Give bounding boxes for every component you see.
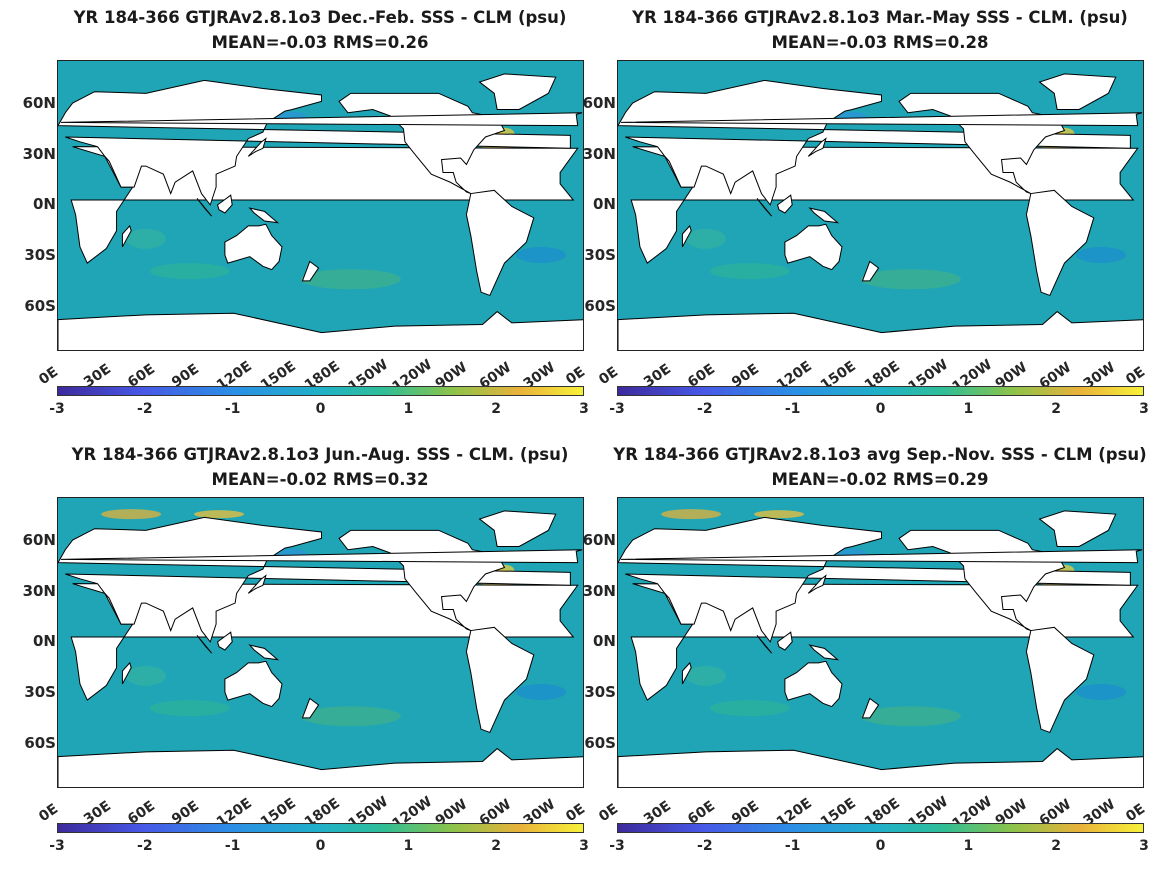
panel-stats: MEAN=-0.02 RMS=0.32 [211,470,429,489]
colorbar-tick: -2 [137,401,153,417]
lat-label: 30N [582,582,616,600]
lat-label: 0N [593,195,616,213]
lat-label: 60S [584,734,616,752]
colorbar-tick: 3 [1139,838,1149,854]
panel-stats: MEAN=-0.03 RMS=0.28 [771,33,989,52]
colorbar-tick: 3 [1139,401,1149,417]
lon-label: 0E [36,363,62,389]
colorbar-tick: -1 [784,401,801,417]
panel-title: YR 184-366 GTJRAv2.8.1o3 Mar.-May SSS - … [632,8,1128,27]
lat-label: 30S [584,246,616,264]
lon-label: 0E [596,800,622,826]
colorbar-tick: 2 [491,838,502,854]
colorbar [57,823,584,833]
lon-label: 0E [36,800,62,826]
lon-label: 0E [596,363,622,389]
panel-stats: MEAN=-0.02 RMS=0.29 [771,470,989,489]
map-panel-1: YR 184-366 GTJRAv2.8.1o3 Dec.-Feb. SSS -… [0,0,589,436]
colorbar-tick: -1 [224,838,241,854]
colorbar [617,823,1144,833]
lon-label: 0E [1123,363,1149,389]
sss-anomaly-map [617,60,1144,351]
map-panel-2: YR 184-366 GTJRAv2.8.1o3 Mar.-May SSS - … [560,0,1149,436]
panel-title: YR 184-366 GTJRAv2.8.1o3 Jun.-Aug. SSS -… [71,445,569,464]
colorbar [57,386,584,396]
colorbar-tick: 1 [963,401,974,417]
map-panel-3: YR 184-366 GTJRAv2.8.1o3 Jun.-Aug. SSS -… [0,437,589,873]
lat-label: 30S [24,683,56,701]
colorbar-tick: 0 [875,401,886,417]
lat-label: 60N [582,94,616,112]
colorbar-tick: 0 [315,838,326,854]
panel-title: YR 184-366 GTJRAv2.8.1o3 avg Sep.-Nov. S… [613,445,1147,464]
lat-label: 60N [22,531,56,549]
colorbar-tick: -3 [609,401,625,417]
panel-title: YR 184-366 GTJRAv2.8.1o3 Dec.-Feb. SSS -… [73,8,567,27]
lon-label: 0E [1123,800,1149,826]
colorbar-tick: -2 [137,838,153,854]
colorbar-tick: 2 [1051,401,1062,417]
colorbar-tick: 2 [1051,838,1062,854]
colorbar-tick: -3 [49,401,65,417]
sss-anomaly-map [617,497,1144,788]
colorbar-tick: -1 [784,838,801,854]
colorbar-tick: 3 [579,401,589,417]
lat-label: 60S [24,734,56,752]
lat-label: 30N [582,145,616,163]
sss-anomaly-map [57,497,584,788]
colorbar-tick: 1 [963,838,974,854]
colorbar-tick: 2 [491,401,502,417]
lat-label: 30N [22,582,56,600]
colorbar-tick: 1 [403,838,414,854]
colorbar-tick: -3 [609,838,625,854]
colorbar [617,386,1144,396]
lat-label: 0N [33,632,56,650]
lat-label: 0N [33,195,56,213]
lat-label: 30S [584,683,616,701]
map-panel-4: YR 184-366 GTJRAv2.8.1o3 avg Sep.-Nov. S… [560,437,1149,873]
colorbar-tick: 0 [875,838,886,854]
sss-anomaly-map [57,60,584,351]
lat-label: 60N [22,94,56,112]
lat-label: 0N [593,632,616,650]
colorbar-tick: -2 [697,401,713,417]
lat-label: 60S [584,297,616,315]
panel-stats: MEAN=-0.03 RMS=0.26 [211,33,429,52]
colorbar-tick: -3 [49,838,65,854]
colorbar-tick: -2 [697,838,713,854]
colorbar-tick: 1 [403,401,414,417]
lat-label: 30S [24,246,56,264]
colorbar-tick: 0 [315,401,326,417]
colorbar-tick: 3 [579,838,589,854]
lat-label: 30N [22,145,56,163]
lat-label: 60S [24,297,56,315]
colorbar-tick: -1 [224,401,241,417]
lat-label: 60N [582,531,616,549]
